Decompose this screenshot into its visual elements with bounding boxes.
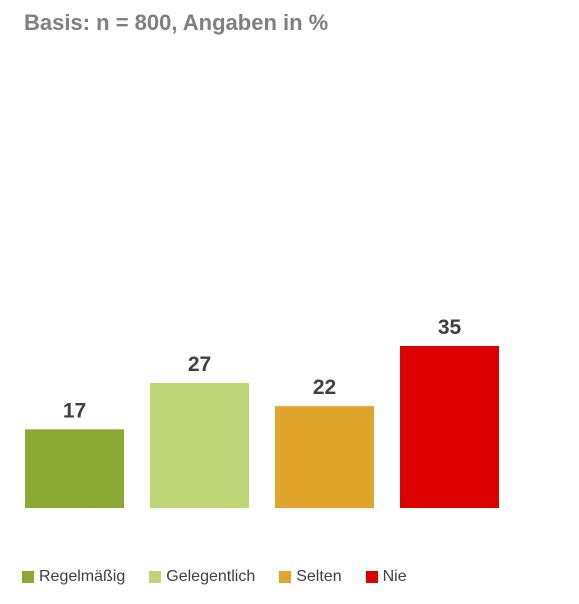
legend-swatch [365,571,378,583]
bar-1 [150,383,249,508]
legend-item: Regelmäßig [22,568,125,586]
legend-swatch [22,571,34,583]
legend: Regelmäßig Gelegentlich Selten Nie [22,568,431,586]
legend-swatch [149,571,162,583]
legend-label: Regelmäßig [39,568,126,585]
legend-label: Selten [296,568,342,585]
bar-2 [275,406,374,508]
legend-label: Nie [382,568,407,585]
value-label-1: 27 [188,353,211,376]
value-label-2: 22 [313,376,336,399]
value-labels-group: 17 27 22 35 [63,316,462,422]
legend-item: Gelegentlich [149,568,255,586]
legend-item: Selten [279,568,342,586]
value-label-0: 17 [63,399,86,422]
bar-3 [400,346,499,508]
legend-swatch [279,571,292,583]
chart-title: Basis: n = 800, Angaben in % [24,10,329,35]
bar-0 [25,429,124,508]
value-label-3: 35 [438,316,462,339]
legend-label: Gelegentlich [166,568,256,585]
bars-group [25,346,499,508]
bar-chart: 17 27 22 35 [25,316,499,508]
legend-item: Nie [365,568,407,586]
